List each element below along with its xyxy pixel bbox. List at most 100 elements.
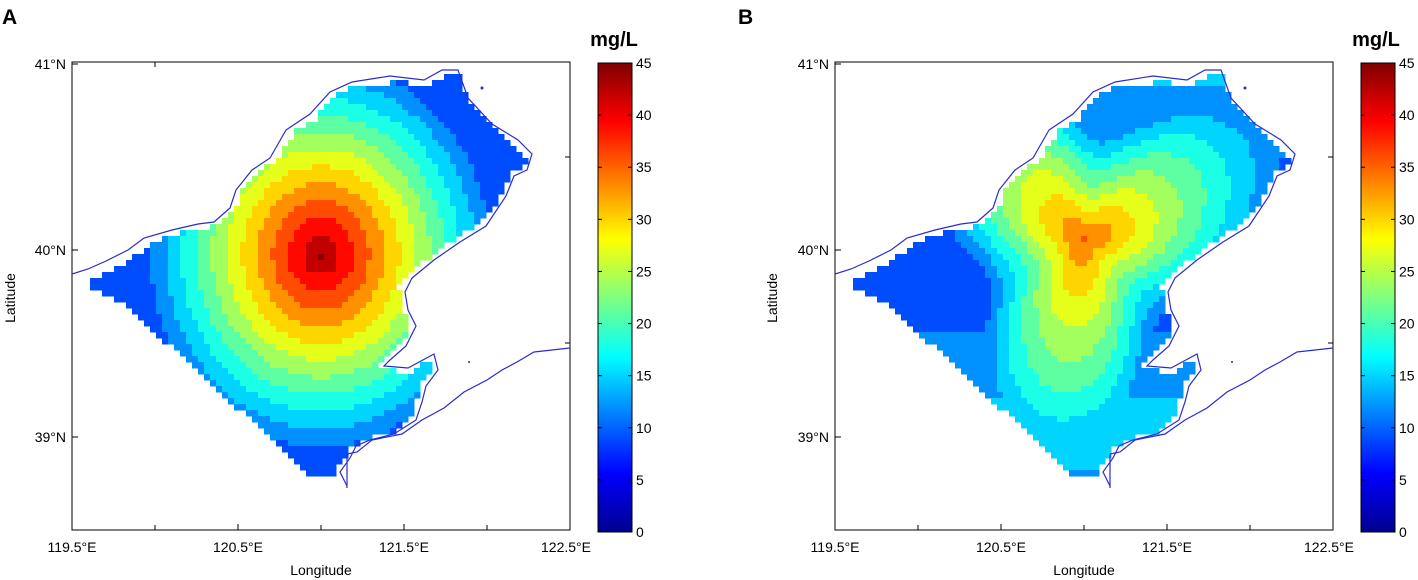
heatmap-cell xyxy=(306,326,313,333)
heatmap-cell xyxy=(1153,368,1160,375)
heatmap-cell xyxy=(1021,200,1028,207)
heatmap-cell xyxy=(1069,176,1076,183)
heatmap-cell xyxy=(348,392,355,399)
heatmap-cell xyxy=(330,152,337,159)
heatmap-cell xyxy=(336,320,343,327)
heatmap-cell xyxy=(246,218,253,225)
heatmap-cell xyxy=(360,194,367,201)
heatmap-cell xyxy=(1039,188,1046,195)
heatmap-cell xyxy=(865,278,872,285)
heatmap-cell xyxy=(1165,80,1172,87)
heatmap-cell xyxy=(378,410,385,417)
heatmap-cell xyxy=(282,440,289,447)
heatmap-cell xyxy=(426,158,433,165)
heatmap-cell xyxy=(306,314,313,321)
heatmap-cell xyxy=(1105,260,1112,267)
heatmap-cell xyxy=(1015,176,1022,183)
heatmap-cell xyxy=(1063,380,1070,387)
heatmap-cell xyxy=(294,278,301,285)
heatmap-cell xyxy=(925,290,932,297)
heatmap-cell xyxy=(414,152,421,159)
heatmap-cell xyxy=(174,296,181,303)
heatmap-cell xyxy=(204,278,211,285)
heatmap-cell xyxy=(282,422,289,429)
heatmap-cell xyxy=(1105,404,1112,411)
heatmap-cell xyxy=(1027,182,1034,189)
heatmap-cell xyxy=(264,254,271,261)
heatmap-cell xyxy=(228,290,235,297)
heatmap-cell xyxy=(312,224,319,231)
heatmap-cell xyxy=(348,404,355,411)
heatmap-cell xyxy=(1051,236,1058,243)
heatmap-cell xyxy=(1081,200,1088,207)
heatmap-cell xyxy=(354,332,361,339)
heatmap-cell xyxy=(480,164,487,171)
heatmap-cell xyxy=(474,158,481,165)
heatmap-cell xyxy=(228,320,235,327)
heatmap-cell xyxy=(943,296,950,303)
heatmap-cell xyxy=(264,380,271,387)
heatmap-cell xyxy=(174,320,181,327)
heatmap-cell xyxy=(1033,398,1040,405)
heatmap-cell xyxy=(264,224,271,231)
heatmap-cell xyxy=(1075,410,1082,417)
heatmap-cell xyxy=(1219,152,1226,159)
heatmap-cell xyxy=(516,152,523,159)
heatmap-cell xyxy=(1063,416,1070,423)
heatmap-cell xyxy=(1141,182,1148,189)
heatmap-cell xyxy=(1117,308,1124,315)
heatmap-cell xyxy=(252,320,259,327)
heatmap-cell xyxy=(1153,146,1160,153)
heatmap-cell xyxy=(186,290,193,297)
heatmap-cell xyxy=(150,290,157,297)
heatmap-cell xyxy=(1093,128,1100,135)
heatmap-cell xyxy=(1015,386,1022,393)
heatmap-cell xyxy=(961,260,968,267)
heatmap-cell xyxy=(1021,182,1028,189)
heatmap-cell xyxy=(378,218,385,225)
heatmap-cell xyxy=(1003,356,1010,363)
heatmap-cell xyxy=(1105,392,1112,399)
heatmap-cell xyxy=(366,380,373,387)
heatmap-cell xyxy=(1177,206,1184,213)
heatmap-cell xyxy=(1123,410,1130,417)
heatmap-cell xyxy=(288,320,295,327)
heatmap-cell xyxy=(925,254,932,261)
heatmap-cell xyxy=(901,314,908,321)
heatmap-cell xyxy=(955,272,962,279)
heatmap-cell xyxy=(390,104,397,111)
heatmap-cell xyxy=(1093,188,1100,195)
heatmap-cell xyxy=(300,344,307,351)
heatmap-cell xyxy=(336,278,343,285)
heatmap-cell xyxy=(1177,236,1184,243)
heatmap-cell xyxy=(1057,128,1064,135)
heatmap-cell xyxy=(1099,92,1106,99)
heatmap-cell xyxy=(276,374,283,381)
heatmap-cell xyxy=(336,188,343,195)
heatmap-cell xyxy=(318,320,325,327)
heatmap-cell xyxy=(1015,200,1022,207)
heatmap-cell xyxy=(216,224,223,231)
heatmap-cell xyxy=(444,170,451,177)
heatmap-cell xyxy=(1039,272,1046,279)
heatmap-cell xyxy=(1171,266,1178,273)
heatmap-cell xyxy=(312,260,319,267)
heatmap-cell xyxy=(294,224,301,231)
heatmap-cell xyxy=(1207,212,1214,219)
heatmap-cell xyxy=(372,194,379,201)
heatmap-cell xyxy=(348,362,355,369)
heatmap-cell xyxy=(402,104,409,111)
heatmap-cell xyxy=(1063,386,1070,393)
heatmap-cell xyxy=(282,194,289,201)
heatmap-cell xyxy=(414,86,421,93)
heatmap-cell xyxy=(204,338,211,345)
heatmap-cell xyxy=(1129,134,1136,141)
heatmap-cell xyxy=(492,194,499,201)
heatmap-cell xyxy=(312,362,319,369)
panel-a: A 119.5°E 120.5°E 121.5°E 122.5°E 41°N 4… xyxy=(2,6,652,578)
heatmap-cell xyxy=(252,344,259,351)
heatmap-cell xyxy=(324,230,331,237)
heatmap-cell xyxy=(1171,188,1178,195)
heatmap-cell xyxy=(264,332,271,339)
heatmap-cell xyxy=(264,212,271,219)
